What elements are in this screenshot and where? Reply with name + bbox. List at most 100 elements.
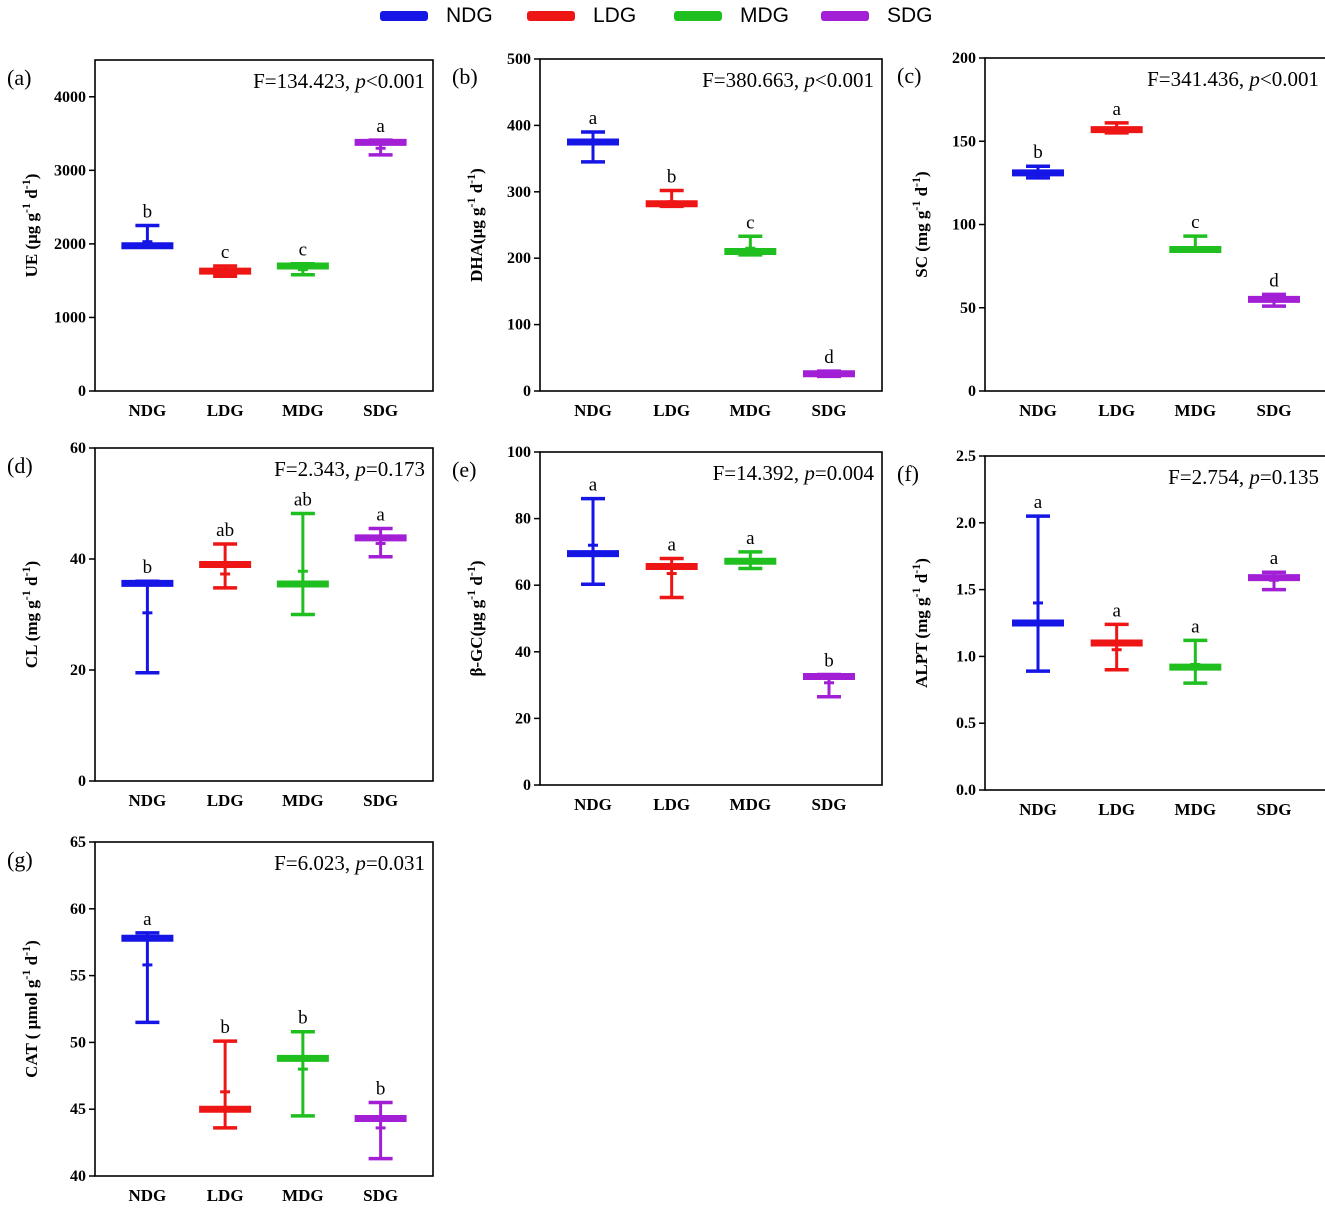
x-tick-label: MDG xyxy=(282,791,324,810)
series-ndg: a xyxy=(121,909,174,1025)
x-tick-label: MDG xyxy=(1175,800,1217,819)
panel-3: 0 20 40 60 NDG LDG MDG SDG CL (mg g-1 d-1) (d) F=2… xyxy=(7,440,434,810)
panel-label: (a) xyxy=(7,65,31,90)
panel-label: (g) xyxy=(7,847,33,872)
x-tick-label: SDG xyxy=(363,1186,398,1205)
significance-letter: b xyxy=(298,1008,308,1029)
y-tick-label: 0 xyxy=(523,777,531,794)
plot-frame xyxy=(984,57,1325,392)
panel-label: (c) xyxy=(897,63,921,88)
series-sdg: b xyxy=(354,1079,407,1161)
series-ldg: ab xyxy=(199,520,252,590)
series-ndg: a xyxy=(1012,492,1065,673)
significance-letter: b xyxy=(667,166,677,187)
series-ndg: b xyxy=(121,202,174,250)
series-ndg: b xyxy=(121,557,174,675)
stat-annotation: F=6.023, p=0.031 xyxy=(274,851,425,875)
series-ndg: b xyxy=(1012,142,1065,180)
x-tick-label: SDG xyxy=(812,401,847,420)
series-mdg: c xyxy=(1169,212,1222,253)
x-tick-label: LDG xyxy=(207,401,244,420)
y-tick-label: 0 xyxy=(78,773,86,790)
x-tick-label: MDG xyxy=(1175,401,1217,420)
y-axis-label: SC (mg g-1 d-1) xyxy=(909,171,931,277)
significance-letter: ab xyxy=(294,489,312,510)
significance-letter: a xyxy=(143,909,152,930)
x-tick-label: NDG xyxy=(574,795,612,814)
y-tick-label: 100 xyxy=(507,317,531,334)
y-axis-label: DHA(μg g-1 d-1) xyxy=(464,168,486,282)
y-tick-label: 2.0 xyxy=(956,515,976,532)
significance-letter: a xyxy=(1034,492,1043,513)
x-tick-label: LDG xyxy=(1098,401,1135,420)
y-tick-label: 40 xyxy=(70,1168,86,1185)
panel-6: 40 45 50 55 60 65 NDG LDG MDG SDG CAT ( μmol g-1 d… xyxy=(7,834,434,1205)
significance-letter: b xyxy=(1033,142,1043,163)
x-tick-label: NDG xyxy=(1019,800,1057,819)
y-tick-label: 55 xyxy=(70,968,86,985)
significance-letter: c xyxy=(299,240,307,261)
series-ldg: a xyxy=(1090,99,1143,135)
y-tick-label: 150 xyxy=(952,133,976,150)
plot-frame xyxy=(94,447,434,782)
stat-annotation: F=380.663, p<0.001 xyxy=(702,68,874,92)
legend-label-mdg: MDG xyxy=(740,4,789,27)
plot-frame xyxy=(539,451,883,786)
x-tick-label: MDG xyxy=(730,795,772,814)
panel-1: 0 100 200 300 400 500 NDG LDG MDG SDG DHA(μg g-1 d… xyxy=(452,51,883,420)
legend-label-sdg: SDG xyxy=(887,4,933,27)
y-tick-label: 0 xyxy=(523,383,531,400)
series-ldg: a xyxy=(1090,600,1143,672)
y-tick-label: 50 xyxy=(70,1034,86,1051)
x-tick-label: MDG xyxy=(282,1186,324,1205)
legend-swatch-mdg xyxy=(674,11,722,21)
y-tick-label: 4000 xyxy=(54,89,86,106)
x-tick-label: LDG xyxy=(653,795,690,814)
significance-letter: b xyxy=(143,557,153,578)
plot-frame xyxy=(984,455,1325,791)
x-tick-label: LDG xyxy=(207,791,244,810)
panel-label: (d) xyxy=(7,453,33,478)
x-tick-label: SDG xyxy=(1257,800,1292,819)
series-sdg: d xyxy=(802,347,855,379)
y-tick-label: 500 xyxy=(507,51,531,68)
y-tick-label: 0 xyxy=(968,383,976,400)
x-tick-label: NDG xyxy=(128,401,166,420)
significance-letter: b xyxy=(824,650,834,671)
panel-0: 0 1000 2000 3000 4000 NDG LDG MDG SDG UE (μg g-1 … xyxy=(7,59,434,420)
stat-annotation: F=2.754, p=0.135 xyxy=(1168,465,1319,489)
series-mdg: c xyxy=(724,212,777,257)
x-tick-label: SDG xyxy=(812,795,847,814)
significance-letter: b xyxy=(143,202,153,223)
stat-annotation: F=341.436, p<0.001 xyxy=(1147,67,1319,91)
x-tick-label: NDG xyxy=(128,1186,166,1205)
y-tick-label: 40 xyxy=(515,644,531,661)
panel-label: (f) xyxy=(897,461,919,486)
legend: NDG LDG MDG SDG xyxy=(0,0,1325,34)
significance-letter: a xyxy=(1112,99,1121,120)
series-mdg: b xyxy=(276,1008,329,1118)
x-tick-label: LDG xyxy=(1098,800,1135,819)
legend-swatch-ndg xyxy=(380,11,428,21)
significance-letter: c xyxy=(221,242,229,263)
x-tick-label: LDG xyxy=(653,401,690,420)
x-tick-label: NDG xyxy=(574,401,612,420)
y-tick-label: 2.5 xyxy=(956,448,976,465)
y-tick-label: 50 xyxy=(960,300,976,317)
y-tick-label: 65 xyxy=(70,834,86,851)
significance-letter: a xyxy=(1112,600,1121,621)
y-tick-label: 400 xyxy=(507,117,531,134)
legend-label-ndg: NDG xyxy=(446,4,493,27)
series-ldg: b xyxy=(199,1017,252,1130)
y-tick-label: 300 xyxy=(507,184,531,201)
y-tick-label: 0 xyxy=(78,383,86,400)
significance-letter: d xyxy=(824,347,834,368)
panel-5: 0.0 0.5 1.0 1.5 2.0 2.5 NDG LDG MDG SDG ALPT (mg g… xyxy=(897,448,1325,819)
significance-letter: a xyxy=(589,475,598,496)
x-tick-label: MDG xyxy=(730,401,772,420)
legend-swatch-sdg xyxy=(821,11,869,21)
significance-letter: a xyxy=(1191,616,1200,637)
series-sdg: a xyxy=(1247,548,1300,592)
significance-letter: a xyxy=(589,108,598,129)
series-sdg: d xyxy=(1247,270,1300,308)
